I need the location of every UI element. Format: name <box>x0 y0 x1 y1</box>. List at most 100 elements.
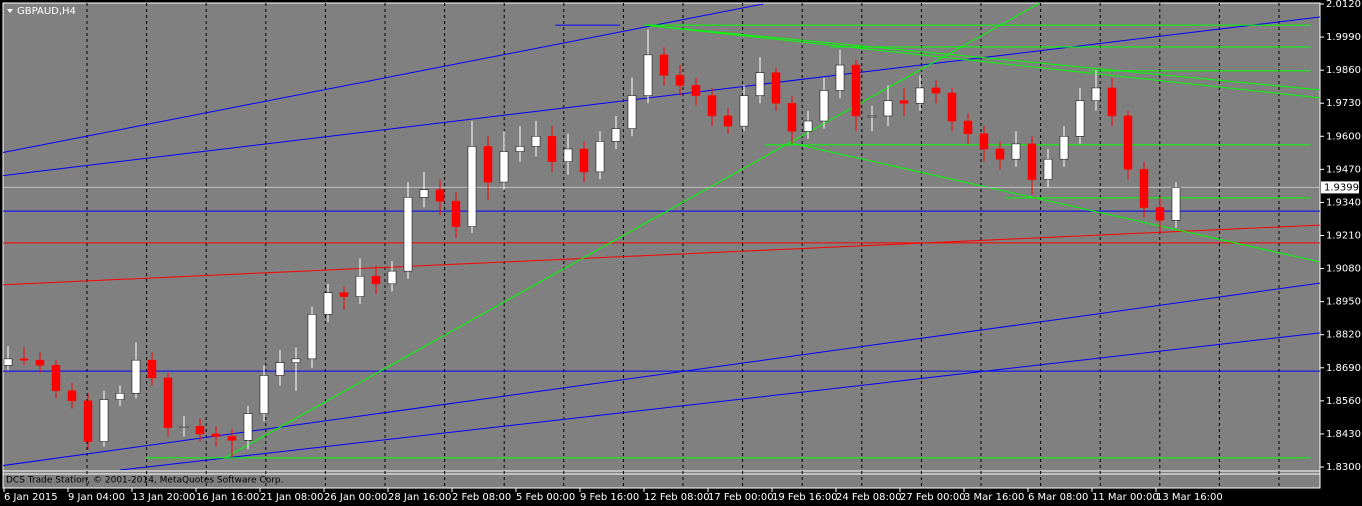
candle-body <box>115 392 125 400</box>
y-tick-label: 2.0120 <box>1326 0 1361 10</box>
candle-body <box>723 115 733 127</box>
y-tick-label: 1.9730 <box>1326 98 1361 109</box>
x-tick-label: 9 Jan 04:00 <box>68 492 125 503</box>
current-price-label: 1.9399 <box>1324 182 1359 193</box>
plot-area <box>2 2 1321 489</box>
y-tick-label: 1.9210 <box>1326 231 1361 242</box>
candle-body <box>355 275 365 297</box>
candle-body <box>211 433 221 437</box>
candle-body <box>371 275 381 285</box>
x-tick-label: 21 Jan 08:00 <box>260 492 323 503</box>
candle-body <box>1027 143 1037 180</box>
x-tick-label: 9 Feb 16:00 <box>580 492 639 503</box>
candle-body <box>1107 87 1117 117</box>
candle-body <box>883 100 893 117</box>
candle-body <box>275 362 285 376</box>
candle-body <box>419 189 429 198</box>
candle-body <box>179 426 189 428</box>
candle-body <box>963 120 973 134</box>
candle-body <box>691 85 701 96</box>
x-tick-label: 13 Jan 20:00 <box>132 492 195 503</box>
candle-body <box>867 115 877 118</box>
x-tick-label: 19 Feb 16:00 <box>772 492 838 503</box>
candle-body <box>19 358 29 361</box>
candle-body <box>515 146 525 152</box>
candle-body <box>931 87 941 94</box>
candle-body <box>99 399 109 442</box>
trendline <box>644 24 1320 99</box>
trendline <box>3 224 1320 286</box>
footer: DCS Trade Station, © 2001-2014, MetaQuot… <box>6 476 284 486</box>
candle-body <box>579 148 589 173</box>
candle-body <box>195 426 205 435</box>
candle-body <box>627 95 637 129</box>
x-tick-label: 2 Feb 08:00 <box>452 492 511 503</box>
x-tick-label: 5 Feb 00:00 <box>516 492 575 503</box>
candle-body <box>227 436 237 441</box>
candle-body <box>819 90 829 122</box>
menu-arrow[interactable] <box>7 9 13 13</box>
trendline <box>790 142 1320 263</box>
x-tick-label: 26 Jan 00:00 <box>324 492 387 503</box>
candle-body <box>147 359 157 379</box>
candle-body <box>611 128 621 142</box>
candle-body <box>83 400 93 442</box>
x-tick-label: 27 Feb 00:00 <box>900 492 966 503</box>
candle-body <box>1091 87 1101 101</box>
y-tick-label: 1.9470 <box>1326 164 1361 175</box>
candles <box>3 29 1181 457</box>
candle-body <box>547 136 557 162</box>
y-tick-label: 1.8300 <box>1326 462 1361 473</box>
candle-body <box>1059 136 1069 160</box>
candle-body <box>787 102 797 132</box>
candle-body <box>771 72 781 104</box>
x-tick-label: 6 Mar 08:00 <box>1028 492 1088 503</box>
candle-body <box>659 54 669 76</box>
candle-body <box>1155 207 1165 221</box>
candle-body <box>1075 100 1085 137</box>
candle-body <box>467 146 477 227</box>
y-tick-label: 1.9860 <box>1326 65 1361 76</box>
grid <box>86 3 1280 488</box>
candle-body <box>307 314 317 360</box>
trendlines <box>3 3 1320 470</box>
y-tick-label: 1.9600 <box>1326 131 1361 142</box>
trendline <box>119 332 1320 470</box>
candle-body <box>739 95 749 127</box>
candle-body <box>483 146 493 183</box>
candle-body <box>835 64 845 91</box>
candle-body <box>675 74 685 86</box>
candle-body <box>995 148 1005 160</box>
candle-body <box>35 359 45 366</box>
y-tick-label: 1.9990 <box>1326 32 1361 43</box>
trendline <box>644 24 1320 91</box>
x-tick-label: 11 Mar 00:00 <box>1092 492 1159 503</box>
candle-body <box>1171 187 1181 221</box>
candle-body <box>451 200 461 227</box>
x-tick-label: 3 Mar 16:00 <box>964 492 1024 503</box>
candle-body <box>1123 115 1133 170</box>
candle-body <box>323 292 333 315</box>
candle-body <box>851 64 861 117</box>
candle-body <box>403 197 413 272</box>
candle-body <box>67 390 77 402</box>
candle-body <box>531 136 541 147</box>
candle-body <box>707 95 717 117</box>
y-tick-label: 1.9340 <box>1326 197 1361 208</box>
x-tick-label: 28 Jan 16:00 <box>388 492 451 503</box>
candle-body <box>899 100 909 104</box>
candle-body <box>643 54 653 96</box>
candle-body <box>947 92 957 122</box>
x-tick-label: 12 Feb 08:00 <box>644 492 710 503</box>
candle-body <box>1043 158 1053 180</box>
x-tick-label: 16 Jan 16:00 <box>196 492 259 503</box>
chart-title: GBPAUD,H4 <box>17 6 76 17</box>
trendline <box>3 16 1320 177</box>
trendline <box>224 3 1041 459</box>
candle-body <box>3 358 13 366</box>
candle-body <box>595 141 605 173</box>
y-tick-label: 1.9080 <box>1326 264 1361 275</box>
candle-body <box>915 87 925 104</box>
